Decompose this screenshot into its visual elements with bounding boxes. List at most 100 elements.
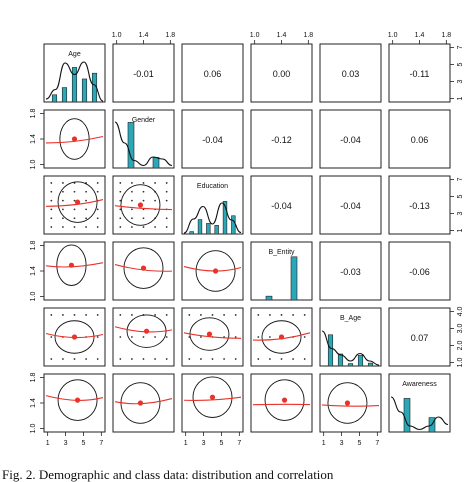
data-point: [257, 358, 260, 360]
density-curve: [183, 202, 242, 234]
variable-label-b-entity: B_Entity: [268, 249, 295, 256]
tick-label: 1: [457, 228, 464, 232]
panel-r1-c2: [181, 109, 244, 169]
center-point: [71, 334, 78, 340]
data-point: [131, 190, 133, 193]
data-point: [85, 217, 87, 220]
data-point: [96, 208, 99, 211]
tick-label: 5: [357, 440, 361, 447]
center-point: [71, 136, 78, 142]
histogram-bar: [71, 67, 78, 103]
correlation-value: -0.11: [410, 69, 430, 79]
variable-label-education: Education: [197, 183, 228, 190]
tick-label: 7: [375, 440, 379, 447]
variable-label-age: Age: [68, 51, 81, 58]
correlation-value: -0.04: [271, 201, 292, 211]
tick-label: 1: [184, 440, 188, 447]
tick-label: 2.0: [457, 341, 464, 351]
data-point: [131, 217, 133, 220]
center-point: [206, 331, 213, 337]
panel-r5-c3: [250, 373, 313, 433]
data-point: [73, 190, 76, 193]
data-point: [223, 358, 225, 360]
data-point: [119, 190, 122, 193]
panel-r1-c3: [250, 109, 313, 169]
data-point: [269, 358, 271, 360]
data-point: [131, 226, 133, 228]
tick-label: 1.8: [441, 32, 451, 39]
correlation-value: 0.07: [411, 333, 429, 343]
data-point: [73, 217, 76, 220]
data-point: [257, 336, 260, 338]
panel-r1-c4: [319, 109, 382, 169]
data-point: [73, 358, 76, 360]
data-point: [96, 336, 99, 338]
data-point: [165, 190, 168, 193]
data-point: [280, 314, 283, 316]
data-point: [85, 208, 87, 211]
variable-label-b-age: B_Age: [340, 315, 361, 322]
data-point: [96, 314, 99, 316]
correlation-value: 0.06: [204, 69, 222, 79]
tick-label: 7: [99, 440, 103, 447]
data-point: [234, 358, 237, 360]
fit-line: [183, 396, 242, 401]
tick-label: 7: [237, 440, 241, 447]
histogram-bar: [214, 225, 219, 235]
data-point: [96, 217, 99, 220]
center-point: [137, 400, 144, 406]
tick-label: 7: [457, 45, 464, 49]
tick-label: 1.0: [112, 32, 122, 39]
data-point: [50, 182, 53, 184]
data-point: [165, 314, 168, 316]
data-point: [50, 208, 53, 211]
data-point: [303, 336, 306, 338]
data-point: [303, 358, 306, 360]
tick-label: 3: [202, 440, 206, 447]
panel-r2-c1: [112, 175, 175, 235]
data-point: [131, 208, 133, 211]
histogram-bar: [290, 256, 298, 301]
center-point: [143, 328, 150, 334]
panel-r3-c5: [388, 241, 451, 301]
data-point: [154, 314, 156, 316]
figure-caption: Fig. 2. Demographic and class data: dist…: [2, 467, 334, 482]
center-point: [209, 394, 216, 400]
tick-label: 1.8: [165, 32, 175, 39]
data-point: [62, 314, 64, 316]
correlation-ellipse: [192, 376, 233, 418]
center-point: [74, 199, 81, 205]
data-point: [142, 217, 145, 220]
data-point: [119, 358, 122, 360]
data-point: [50, 226, 53, 228]
histogram-bar: [327, 334, 334, 367]
data-point: [165, 199, 168, 202]
tick-label: 1.0: [30, 160, 37, 170]
data-point: [62, 199, 64, 202]
panel-r2-c4: [319, 175, 382, 235]
data-point: [292, 358, 294, 360]
data-point: [73, 199, 76, 202]
correlation-value: 0.00: [273, 69, 291, 79]
data-point: [131, 182, 133, 184]
density-curve: [114, 121, 173, 167]
variable-label-gender: Gender: [132, 117, 156, 124]
data-point: [154, 226, 156, 228]
data-point: [85, 314, 87, 316]
data-point: [119, 314, 122, 316]
tick-label: 5: [457, 194, 464, 198]
data-point: [165, 182, 168, 184]
panel-r3-c4: [319, 241, 382, 301]
tick-label: 1: [457, 96, 464, 100]
data-point: [119, 199, 122, 202]
data-point: [62, 182, 64, 184]
data-point: [211, 358, 214, 360]
correlation-ellipse: [57, 181, 98, 223]
data-point: [96, 226, 99, 228]
tick-label: 1: [322, 440, 326, 447]
tick-label: 1.8: [30, 109, 37, 119]
panel-r1-c1: [112, 109, 175, 169]
panel-r0-c2: [181, 43, 244, 103]
data-point: [165, 358, 168, 360]
panel-r5-c4: [319, 373, 382, 433]
